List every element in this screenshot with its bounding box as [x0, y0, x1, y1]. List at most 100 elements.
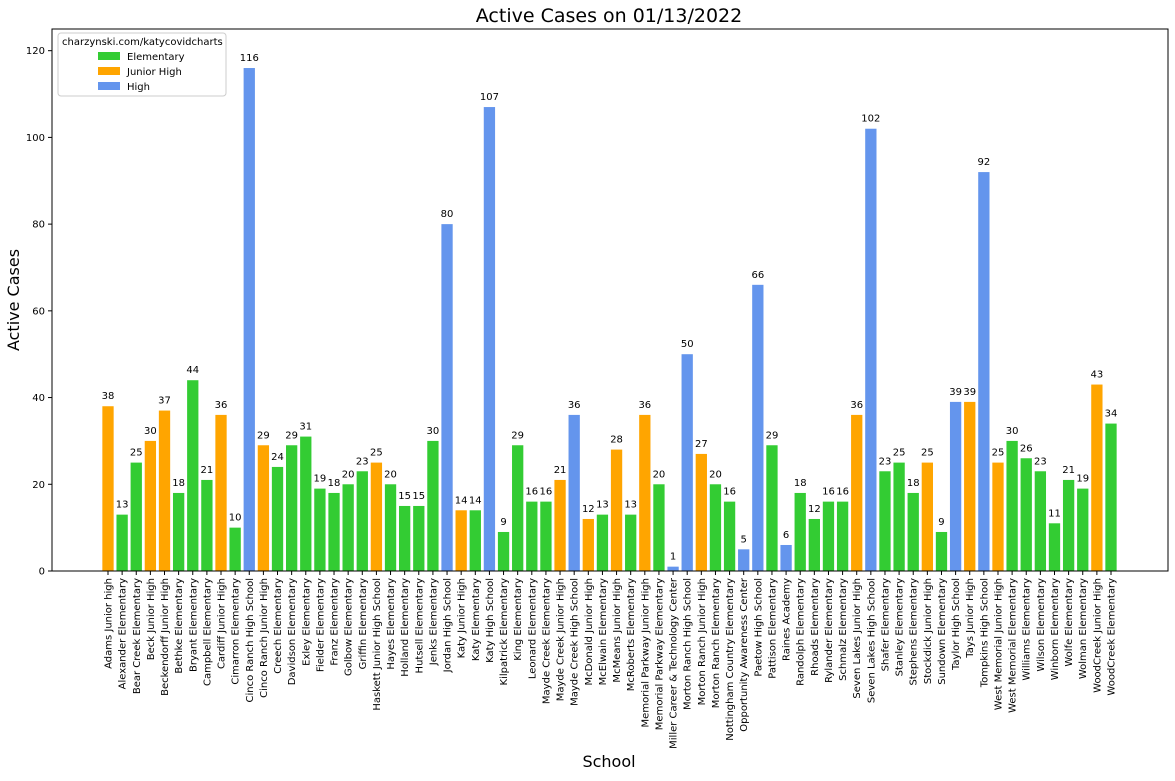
bar-value-label: 43 — [1091, 370, 1104, 381]
bar-value-label: 18 — [907, 478, 920, 489]
x-tick-label: Exley Elementary — [301, 578, 312, 666]
x-tick-label: West Memorial Junior High — [993, 578, 1004, 710]
bar-value-label: 39 — [949, 387, 962, 398]
x-tick-label: Stockdick Junior High — [923, 578, 934, 684]
bar-value-label: 13 — [596, 500, 609, 511]
x-tick-label: Beck Junior High — [146, 578, 157, 660]
bar — [413, 505, 425, 571]
y-tick-label: 80 — [32, 220, 45, 231]
bar-value-label: 20 — [384, 469, 397, 480]
x-tick-label: Jenks Elementary — [428, 578, 439, 666]
x-tick-label: Stephens Elementary — [909, 578, 920, 686]
bar — [314, 488, 326, 571]
bar-value-label: 44 — [186, 365, 199, 376]
bar — [752, 284, 764, 571]
x-tick-label: Beckendorff Junior High — [160, 578, 171, 696]
bar — [1006, 440, 1018, 571]
bar-value-label: 29 — [285, 430, 298, 441]
bar — [483, 107, 496, 571]
bar-value-label: 30 — [144, 426, 157, 437]
bar — [1077, 488, 1089, 571]
x-tick-label: Campbell Elementary — [202, 578, 213, 686]
bar-value-label: 25 — [921, 448, 934, 459]
bar-value-label: 26 — [1020, 443, 1033, 454]
bar — [512, 445, 524, 571]
y-axis-ticks: 0 20 40 60 80 100 120 — [26, 46, 52, 578]
bar — [582, 518, 594, 571]
bar — [808, 518, 820, 571]
x-tick-label: Cinco Ranch High School — [245, 578, 256, 702]
x-tick-label: Mayde Creek Elementary — [541, 578, 552, 704]
bar-value-label: 19 — [314, 474, 327, 485]
bar — [257, 445, 270, 571]
bar — [158, 410, 171, 571]
bar-value-label: 29 — [257, 430, 270, 441]
bar — [851, 414, 863, 571]
bar — [187, 380, 199, 571]
x-tick-label: Raines Academy — [782, 578, 793, 661]
x-tick-label: Winborn Elementary — [1050, 578, 1061, 680]
x-tick-label: Bear Creek Elementary — [132, 578, 143, 694]
bar-value-label: 19 — [1076, 474, 1089, 485]
bars — [102, 68, 1117, 572]
bar-value-label: 20 — [709, 469, 722, 480]
bar — [921, 462, 934, 571]
bar-value-label: 10 — [229, 513, 242, 524]
x-tick-label: Pattison Elementary — [767, 578, 778, 679]
x-tick-label: Taylor High School — [951, 578, 962, 671]
bar — [935, 531, 948, 571]
x-tick-label: Morton Ranch High School — [683, 578, 694, 710]
bar-value-label: 107 — [480, 92, 499, 103]
legend-entry-label: High — [127, 82, 150, 93]
y-tick-label: 20 — [32, 480, 45, 491]
bar — [201, 479, 213, 571]
bar — [723, 501, 736, 571]
bar-value-label: 23 — [1034, 456, 1047, 467]
bar — [695, 453, 707, 571]
x-tick-label: Nottingham Country Elementary — [725, 578, 736, 741]
bar — [215, 414, 227, 571]
bar — [949, 401, 962, 571]
x-tick-label: McDonald Junior High — [584, 578, 595, 686]
x-tick-label: Bethke Elementary — [174, 578, 185, 674]
bar — [1062, 479, 1075, 571]
bar — [554, 479, 566, 571]
x-tick-label: Hutsell Elementary — [414, 578, 425, 674]
x-tick-label: McMeans Junior High — [612, 578, 623, 683]
bar-value-label: 34 — [1105, 409, 1118, 420]
bar-value-label: 18 — [172, 478, 185, 489]
x-tick-label: Morton Ranch Elementary — [711, 578, 722, 708]
x-tick-label: Alexander Elementary — [118, 578, 129, 689]
bar-value-label: 16 — [836, 487, 849, 498]
bar-value-label: 21 — [201, 465, 214, 476]
bar-value-label: 92 — [977, 157, 990, 168]
bar — [300, 436, 312, 571]
bar-value-label: 11 — [1048, 508, 1061, 519]
bar — [893, 462, 905, 571]
x-tick-label: Rhoads Elementary — [810, 578, 821, 676]
bar — [1105, 423, 1117, 571]
bar-value-label: 23 — [879, 456, 892, 467]
chart-title: Active Cases on 01/13/2022 — [476, 5, 742, 27]
bar — [399, 505, 411, 571]
bar — [497, 531, 510, 571]
bar — [992, 462, 1004, 571]
bar-value-label: 38 — [102, 391, 115, 402]
bar-value-label: 36 — [850, 400, 863, 411]
bar-value-label: 20 — [342, 469, 355, 480]
x-tick-label: Tays Junior High — [965, 578, 976, 659]
x-tick-label: Katy Elementary — [471, 578, 482, 661]
bar — [596, 514, 609, 571]
bar — [879, 471, 891, 571]
bar-value-label: 21 — [1062, 465, 1075, 476]
bar-value-label: 31 — [299, 422, 312, 433]
bar — [1091, 384, 1103, 571]
bar-value-label: 1 — [670, 552, 676, 563]
bar-value-label: 12 — [808, 504, 821, 515]
x-tick-label: Bryant Elementary — [188, 578, 199, 672]
x-tick-label: Griffin Elementary — [358, 578, 369, 669]
x-tick-label: Rylander Elementary — [824, 578, 835, 683]
bar — [653, 484, 665, 571]
bar — [1048, 523, 1061, 571]
